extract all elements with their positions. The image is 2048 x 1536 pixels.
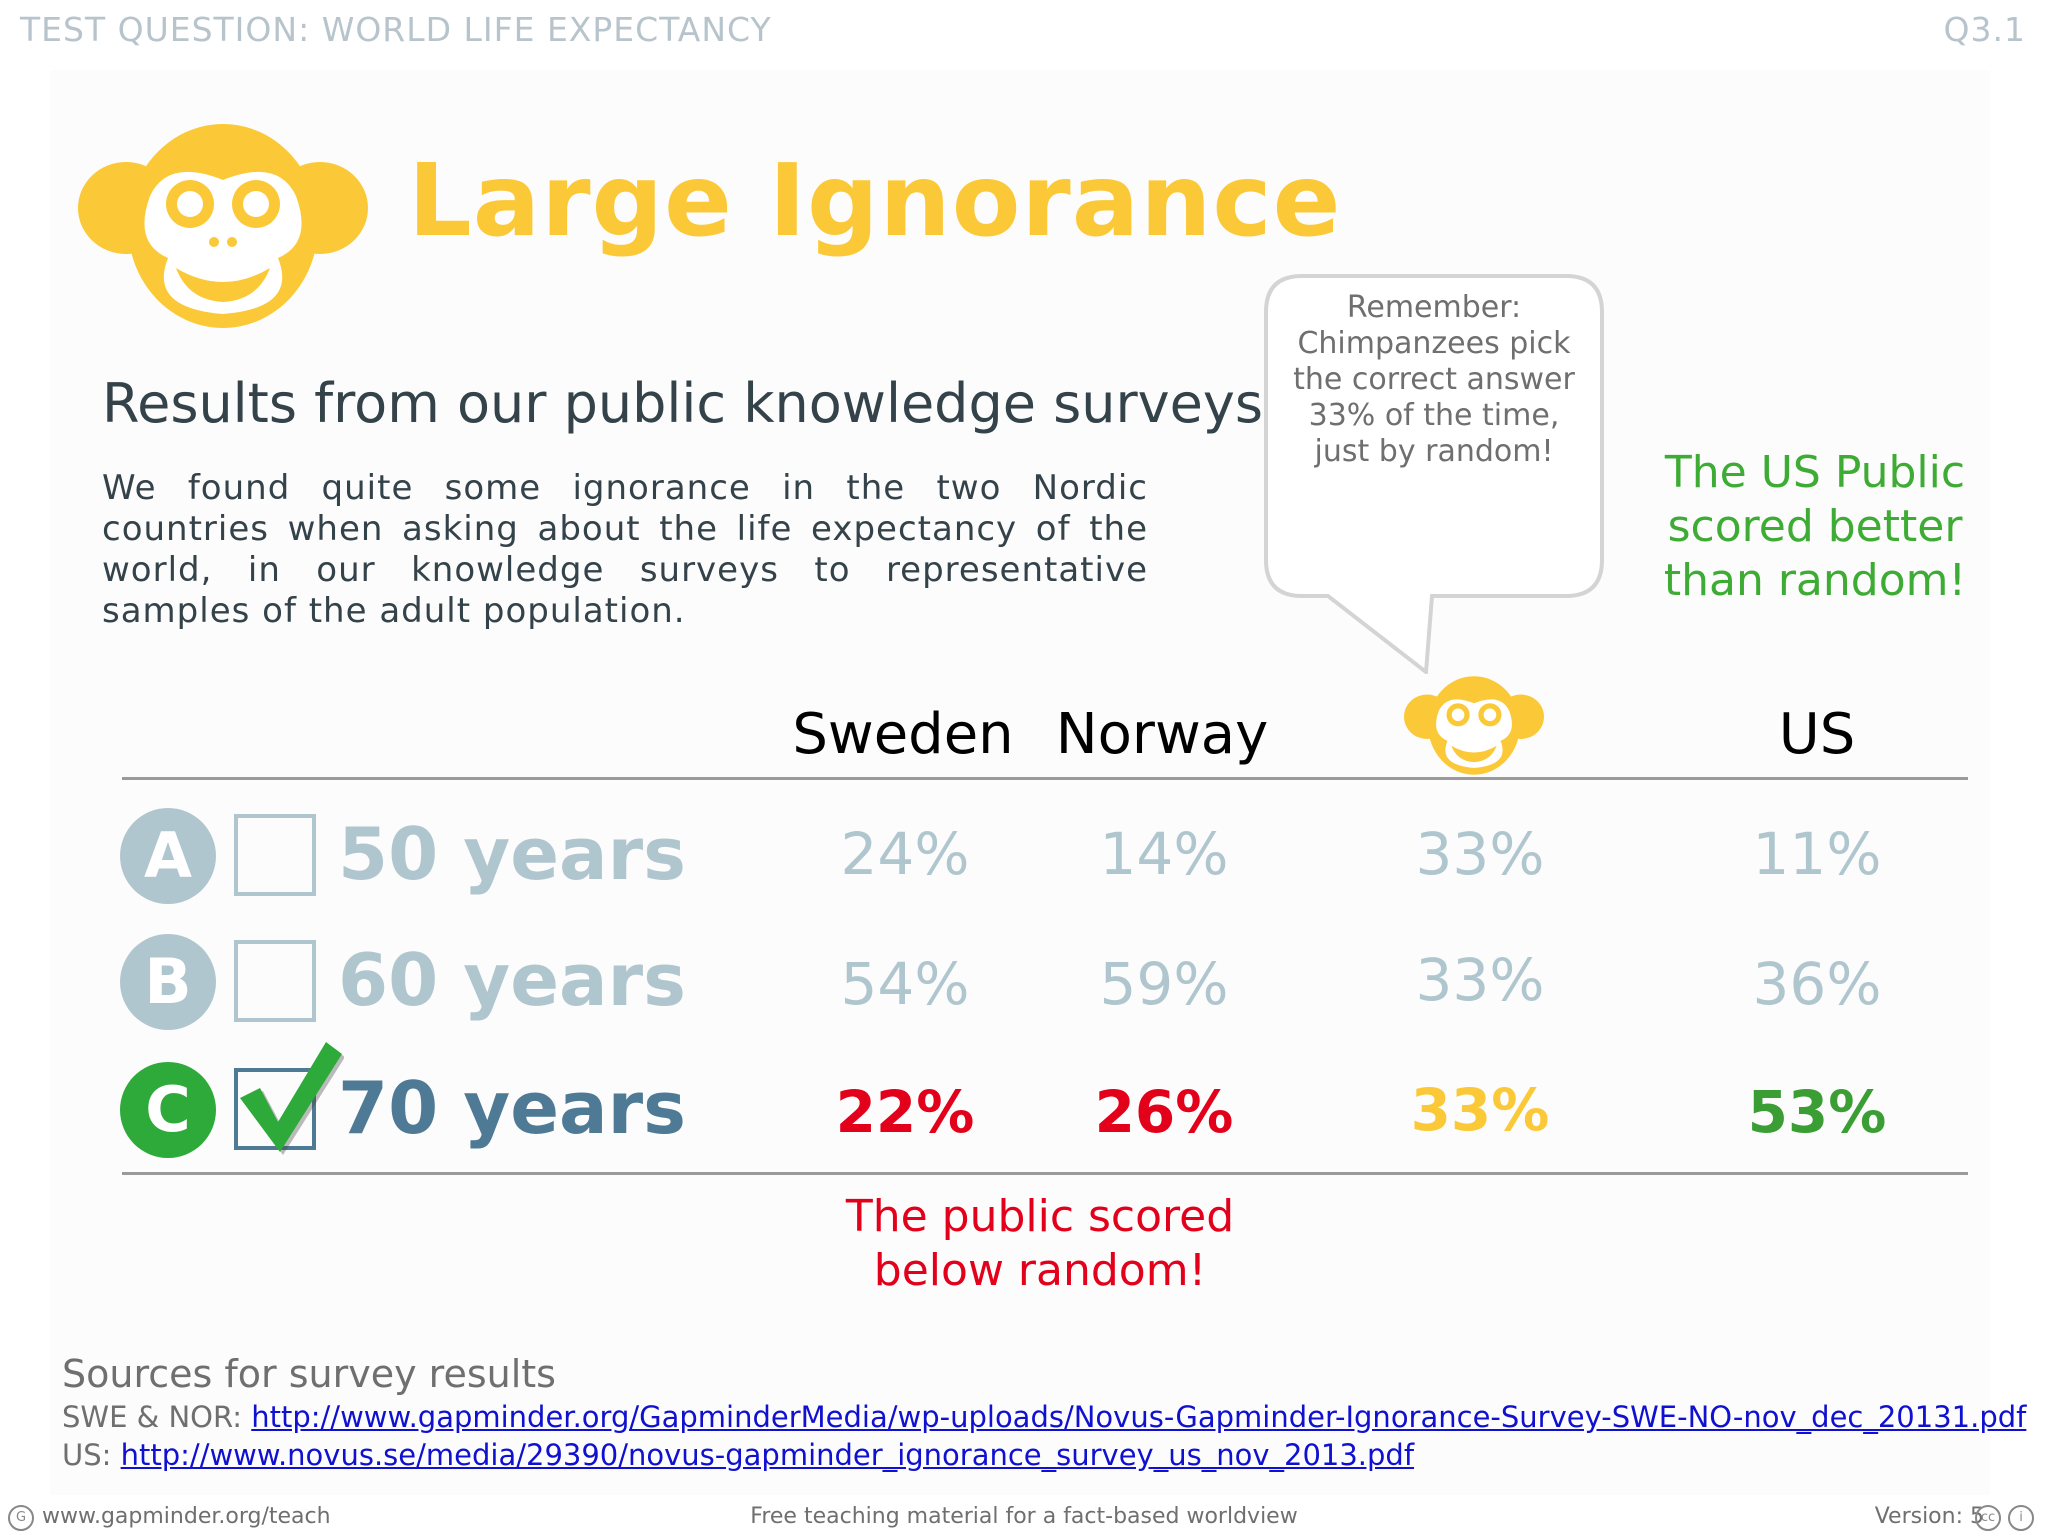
norway-value-b: 59%	[1099, 950, 1229, 1018]
option-answer-a: 50 years	[338, 812, 686, 896]
option-answer-b: 60 years	[338, 938, 686, 1022]
us-value-b: 36%	[1752, 950, 1882, 1018]
page-title: Large Ignorance	[408, 142, 1342, 259]
source-us-label: US:	[62, 1438, 112, 1472]
option-checkbox-c	[234, 1068, 316, 1150]
column-header-norway: Norway	[1055, 702, 1269, 767]
column-header-us: US	[1778, 702, 1856, 767]
source-swe-nor-label: SWE & NOR:	[62, 1400, 243, 1434]
source-us: US: http://www.novus.se/media/29390/novu…	[62, 1438, 1414, 1472]
chimp-value-a: 33%	[1415, 820, 1545, 888]
chimp-value-c: 33%	[1410, 1076, 1550, 1144]
column-header-sweden: Sweden	[792, 702, 1014, 767]
slide-background	[50, 70, 1990, 1495]
us-note: The US Public scored better than random!	[1663, 447, 1967, 606]
below-random-note: The public scored below random!	[845, 1191, 1235, 1296]
creative-commons-icon: cc	[1975, 1505, 2001, 1531]
sweden-value-c: 22%	[835, 1078, 975, 1146]
attribution-icon: i	[2008, 1505, 2034, 1531]
chimp-column-icon	[1404, 676, 1544, 775]
checkmark-icon	[240, 1042, 344, 1155]
option-letter-a: A	[120, 808, 216, 904]
source-us-link[interactable]: http://www.novus.se/media/29390/novus-ga…	[120, 1438, 1415, 1472]
option-letter-b: B	[120, 934, 216, 1030]
sweden-value-a: 24%	[840, 820, 970, 888]
speech-bubble	[1264, 274, 1604, 674]
option-checkbox-b	[234, 940, 316, 1022]
option-letter-c: C	[120, 1062, 216, 1158]
header-question-label: TEST QUESTION: WORLD LIFE EXPECTANCY	[20, 10, 772, 49]
footer-website: www.gapminder.org/teach	[42, 1504, 331, 1529]
gapminder-icon: G	[8, 1505, 34, 1531]
bubble-text: Remember: Chimpanzees pick the correct a…	[1293, 290, 1575, 469]
source-swe-nor: SWE & NOR: http://www.gapminder.org/Gapm…	[62, 1400, 2026, 1434]
table-bottom-rule	[122, 1172, 1968, 1175]
footer-version: Version: 5	[1874, 1504, 1984, 1529]
norway-value-a: 14%	[1099, 820, 1229, 888]
us-value-a: 11%	[1752, 820, 1882, 888]
sweden-value-b: 54%	[840, 950, 970, 1018]
source-swe-nor-link[interactable]: http://www.gapminder.org/GapminderMedia/…	[251, 1400, 2027, 1434]
sources-title: Sources for survey results	[62, 1352, 556, 1396]
option-answer-c: 70 years	[338, 1066, 686, 1150]
section-subtitle: Results from our public knowledge survey…	[102, 372, 1263, 435]
monkey-logo-icon	[78, 124, 368, 328]
us-value-c: 53%	[1747, 1078, 1887, 1146]
table-top-rule	[122, 777, 1968, 780]
norway-value-c: 26%	[1094, 1078, 1234, 1146]
chimp-value-b: 33%	[1415, 946, 1545, 1014]
header-question-number: Q3.1	[1943, 10, 2026, 49]
option-checkbox-a	[234, 814, 316, 896]
intro-paragraph: We found quite some ignorance in the two…	[102, 468, 1148, 631]
footer-tagline: Free teaching material for a fact-based …	[750, 1504, 1298, 1529]
